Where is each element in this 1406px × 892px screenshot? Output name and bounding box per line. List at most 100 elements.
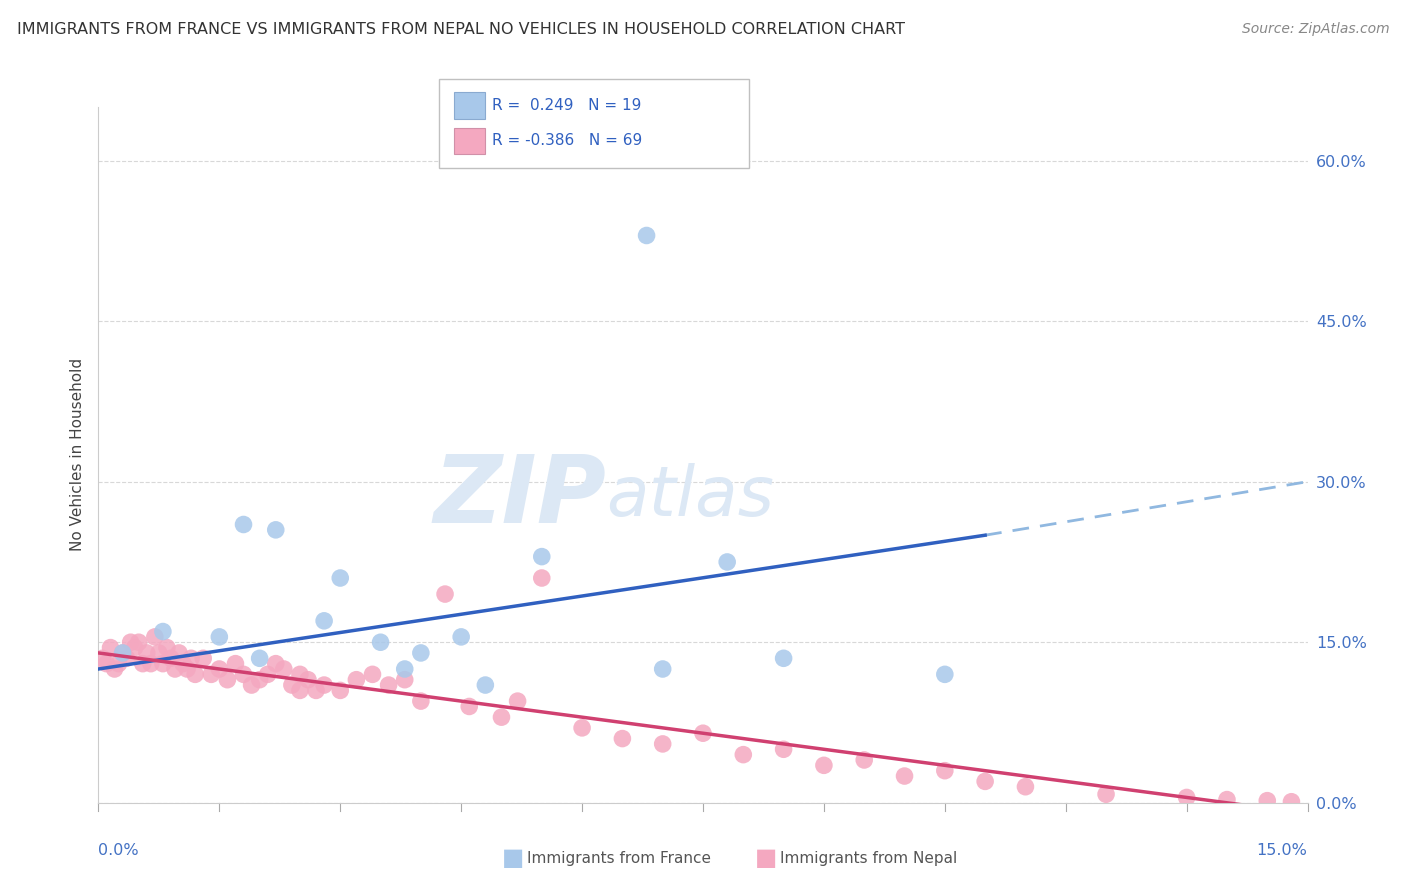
Point	[208, 630, 231, 644]
Point	[128, 635, 150, 649]
Point	[217, 673, 239, 687]
Point	[370, 635, 392, 649]
Point	[305, 683, 328, 698]
Point	[288, 667, 311, 681]
Point	[167, 646, 190, 660]
Point	[458, 699, 481, 714]
Point	[491, 710, 513, 724]
Point	[409, 694, 432, 708]
Point	[772, 742, 794, 756]
Point	[1095, 787, 1118, 801]
Point	[394, 662, 416, 676]
Text: Immigrants from France: Immigrants from France	[527, 851, 711, 865]
Point	[249, 651, 271, 665]
Point	[297, 673, 319, 687]
Point	[264, 657, 287, 671]
Text: R =  0.249   N = 19: R = 0.249 N = 19	[492, 98, 641, 112]
Point	[193, 651, 215, 665]
Point	[107, 657, 129, 671]
Point	[96, 657, 118, 671]
Point	[148, 646, 170, 660]
Point	[152, 624, 174, 639]
Point	[115, 651, 138, 665]
Point	[651, 737, 673, 751]
Point	[1256, 794, 1278, 808]
Point	[1175, 790, 1198, 805]
Point	[176, 662, 198, 676]
Y-axis label: No Vehicles in Household: No Vehicles in Household	[69, 359, 84, 551]
Point	[692, 726, 714, 740]
Point	[450, 630, 472, 644]
Point	[893, 769, 915, 783]
Point	[1014, 780, 1036, 794]
Point	[733, 747, 755, 762]
Point	[163, 662, 186, 676]
Point	[1216, 792, 1239, 806]
Point	[156, 640, 179, 655]
Point	[506, 694, 529, 708]
Point	[152, 657, 174, 671]
Text: ■: ■	[502, 847, 524, 870]
Point	[240, 678, 263, 692]
Point	[103, 662, 125, 676]
Point	[394, 673, 416, 687]
Text: atlas: atlas	[606, 463, 775, 530]
Point	[772, 651, 794, 665]
Text: ZIP: ZIP	[433, 450, 606, 542]
Point	[409, 646, 432, 660]
Point	[344, 673, 367, 687]
Point	[934, 667, 956, 681]
Point	[232, 667, 254, 681]
Point	[329, 571, 352, 585]
Point	[974, 774, 997, 789]
Point	[1281, 795, 1303, 809]
Text: IMMIGRANTS FROM FRANCE VS IMMIGRANTS FROM NEPAL NO VEHICLES IN HOUSEHOLD CORRELA: IMMIGRANTS FROM FRANCE VS IMMIGRANTS FRO…	[17, 22, 905, 37]
Point	[124, 640, 146, 655]
Point	[288, 683, 311, 698]
Text: ■: ■	[755, 847, 778, 870]
Point	[716, 555, 738, 569]
Point	[474, 678, 496, 692]
Point	[281, 678, 304, 692]
Point	[180, 651, 202, 665]
Point	[111, 646, 134, 660]
Point	[612, 731, 634, 746]
Point	[172, 657, 194, 671]
Point	[100, 640, 122, 655]
Point	[636, 228, 658, 243]
Point	[853, 753, 876, 767]
Point	[813, 758, 835, 772]
Point	[377, 678, 399, 692]
Point	[200, 667, 222, 681]
Text: R = -0.386   N = 69: R = -0.386 N = 69	[492, 134, 643, 148]
Point	[91, 651, 114, 665]
Point	[314, 614, 336, 628]
Point	[111, 646, 134, 660]
Point	[314, 678, 336, 692]
Point	[530, 571, 553, 585]
Text: 0.0%: 0.0%	[98, 843, 139, 858]
Text: 15.0%: 15.0%	[1257, 843, 1308, 858]
Point	[434, 587, 457, 601]
Point	[232, 517, 254, 532]
Point	[208, 662, 231, 676]
Point	[329, 683, 352, 698]
Point	[249, 673, 271, 687]
Point	[184, 667, 207, 681]
Point	[571, 721, 593, 735]
Point	[361, 667, 384, 681]
Point	[139, 657, 162, 671]
Point	[651, 662, 673, 676]
Point	[120, 635, 142, 649]
Point	[256, 667, 278, 681]
Point	[273, 662, 295, 676]
Point	[530, 549, 553, 564]
Text: Immigrants from Nepal: Immigrants from Nepal	[780, 851, 957, 865]
Point	[135, 646, 157, 660]
Point	[132, 657, 155, 671]
Point	[264, 523, 287, 537]
Point	[934, 764, 956, 778]
Point	[143, 630, 166, 644]
Text: Source: ZipAtlas.com: Source: ZipAtlas.com	[1241, 22, 1389, 37]
Point	[160, 651, 183, 665]
